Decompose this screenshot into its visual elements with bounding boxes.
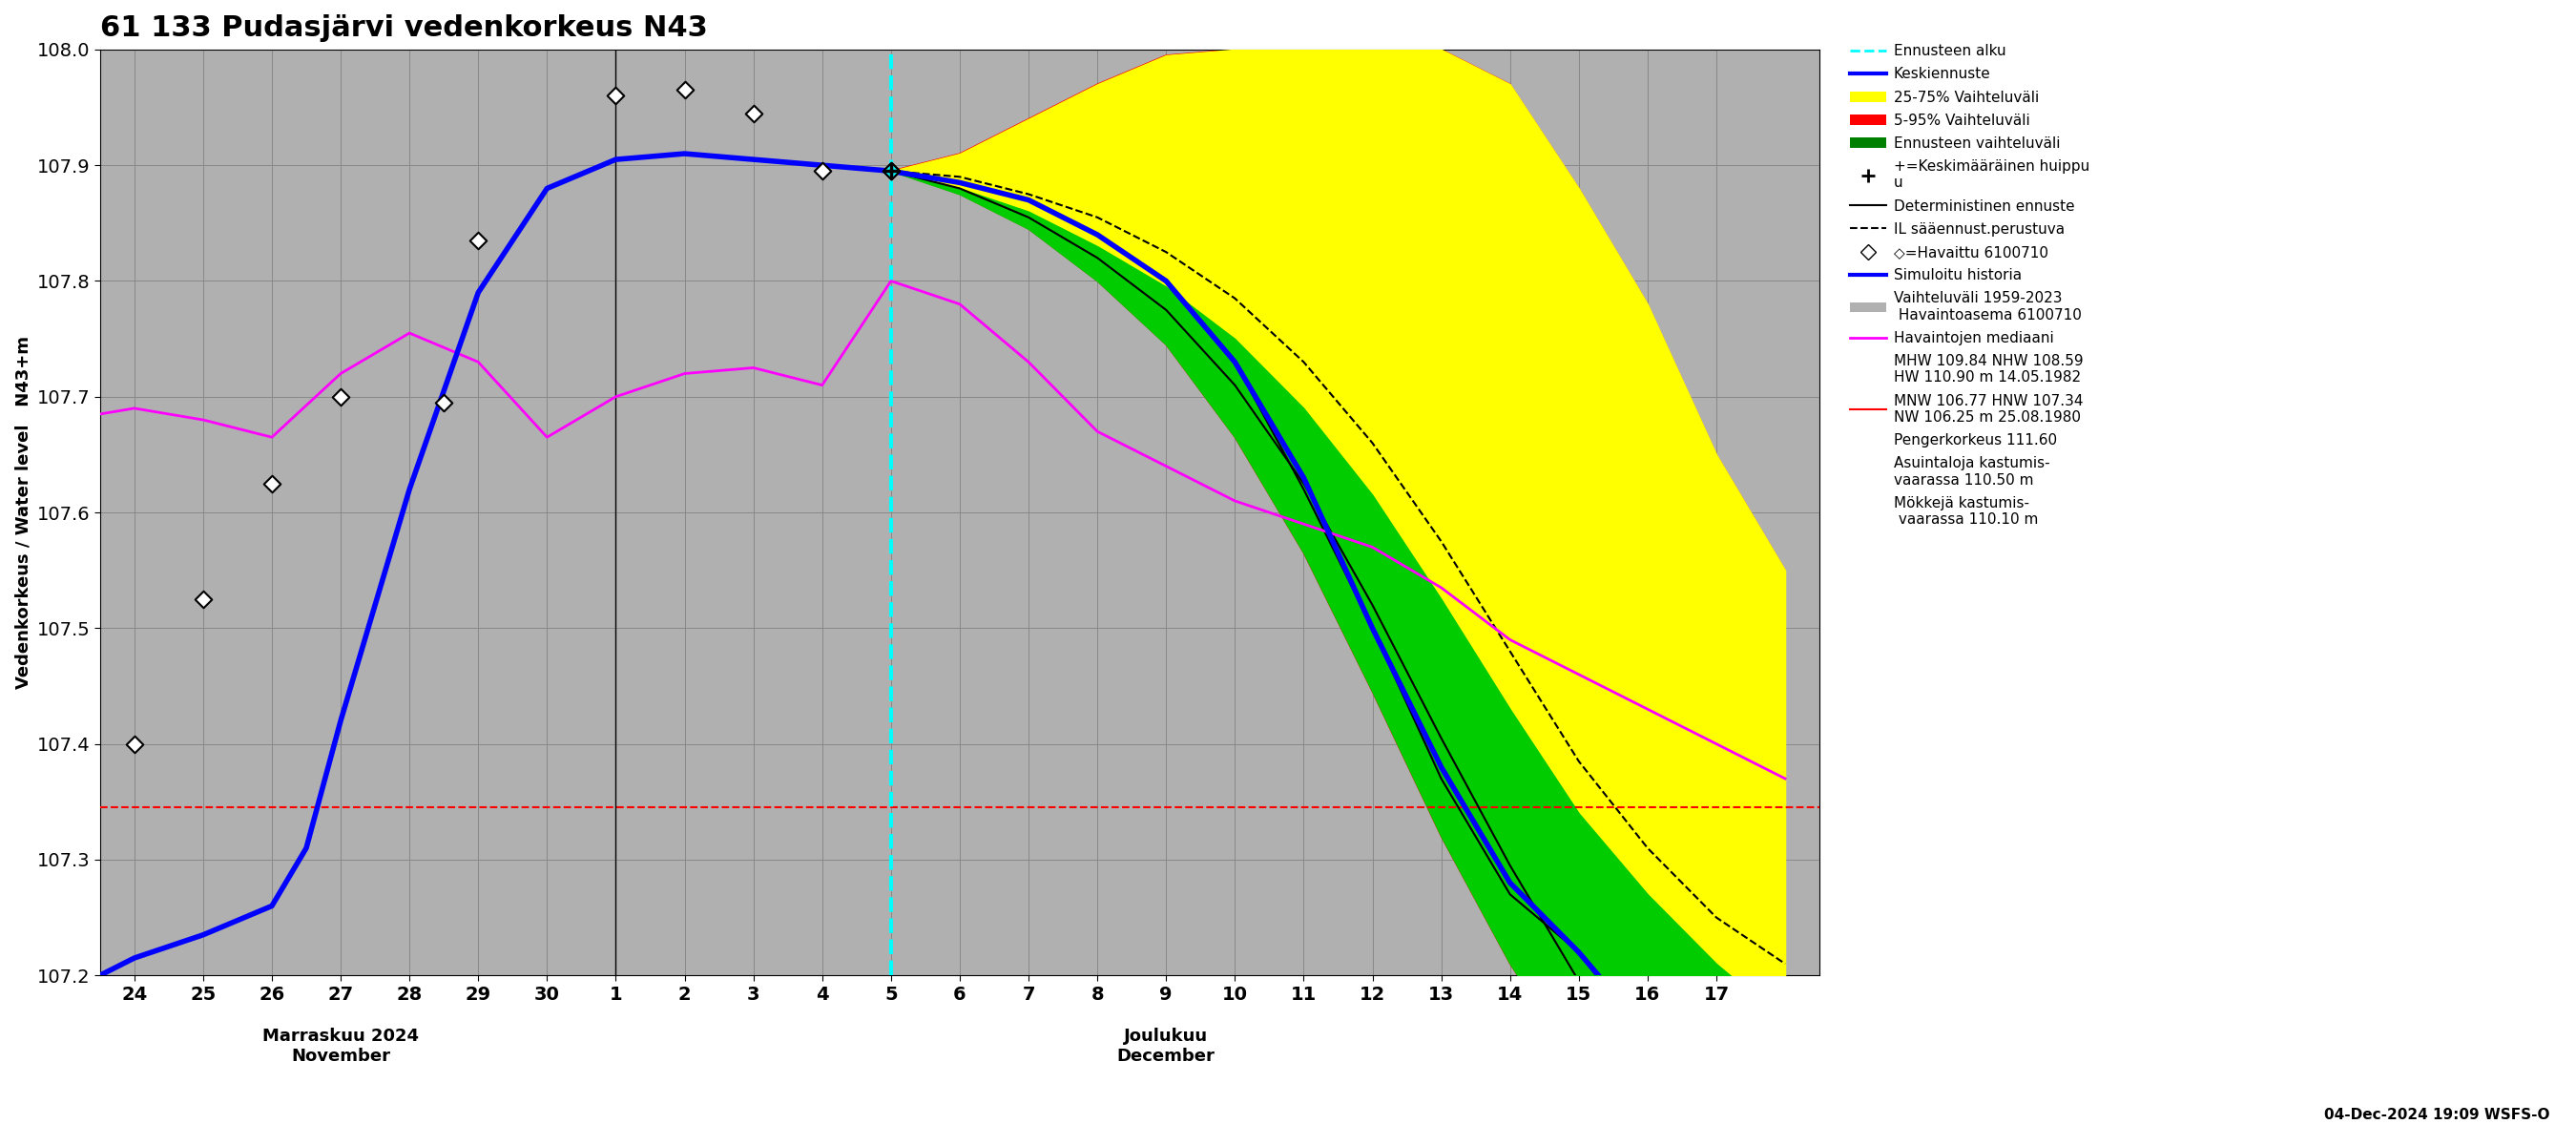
Point <box>422 394 464 412</box>
Legend: Ennusteen alku, Keskiennuste, 25-75% Vaihteluväli, 5-95% Vaihteluväli, Ennusteen: Ennusteen alku, Keskiennuste, 25-75% Vai… <box>1844 38 2094 532</box>
Y-axis label: Vedenkorkeus / Water level   N43+m: Vedenkorkeus / Water level N43+m <box>15 335 31 689</box>
Point <box>801 161 842 180</box>
Point <box>252 474 294 492</box>
Text: 61 133 Pudasjärvi vedenkorkeus N43: 61 133 Pudasjärvi vedenkorkeus N43 <box>100 14 708 42</box>
Point <box>665 81 706 100</box>
Point <box>732 104 773 123</box>
Text: Marraskuu 2024
November: Marraskuu 2024 November <box>263 1027 420 1065</box>
Text: 04-Dec-2024 19:09 WSFS-O: 04-Dec-2024 19:09 WSFS-O <box>2324 1108 2550 1122</box>
Point <box>871 161 912 180</box>
Point <box>183 590 224 608</box>
Point <box>113 735 155 753</box>
Text: Joulukuu
December: Joulukuu December <box>1118 1027 1216 1065</box>
Point <box>319 387 361 405</box>
Point <box>459 231 500 250</box>
Point <box>595 87 636 105</box>
Point <box>871 161 912 180</box>
